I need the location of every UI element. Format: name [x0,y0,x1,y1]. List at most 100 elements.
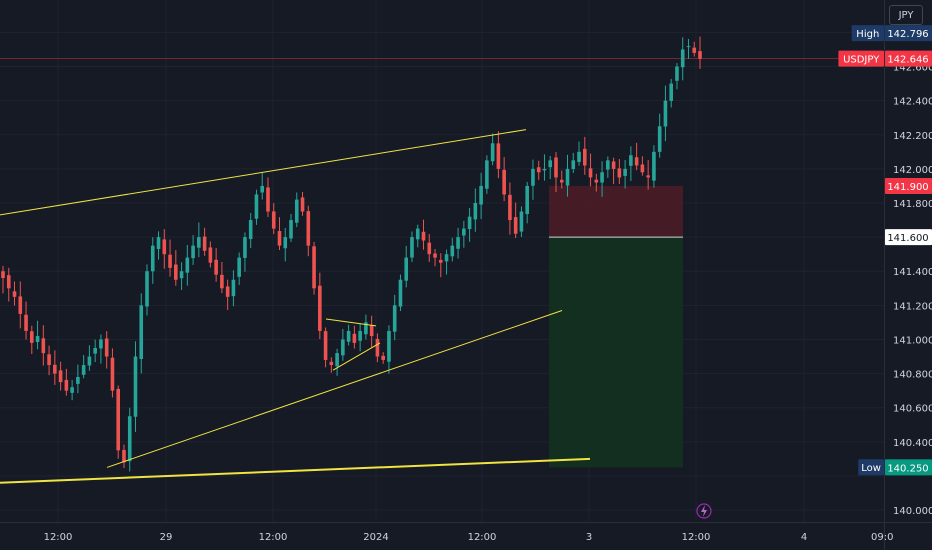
candle-body [156,237,161,250]
candle-body [35,336,40,343]
trendlines[interactable] [0,129,591,484]
candle-body [110,357,115,391]
candle-body [127,416,132,462]
candle-body [133,356,138,417]
price-tag-value: 142.646 [887,55,928,66]
candle-body [571,160,576,169]
position-zones[interactable] [549,185,683,468]
candle-body [577,151,581,162]
candle-body [473,203,478,220]
candle-body [30,331,34,343]
candle-body [335,353,339,367]
candle-body [582,148,587,166]
candle-body [479,185,483,205]
price-tick-label: 141.000 [893,335,932,346]
time-tick-label: 12:00 [682,532,711,543]
candle-body [629,155,633,166]
price-tag-box [885,459,932,476]
price-tick-label: 140.000 [893,506,932,517]
candle-body [525,185,529,214]
currency-button[interactable]: JPY [889,5,923,25]
price-tags: 142.796 High 142.646 USDJPY 141.900 141.600 14… [838,25,932,476]
candle-body [122,449,126,463]
candle-body [266,187,270,212]
candle-body [179,271,184,279]
candle-body [387,330,391,362]
candle-body [513,217,518,234]
candle-body [185,257,190,273]
lightning-bolt-icon [701,505,707,517]
candle-body [225,286,230,297]
time-tick-label: 3 [586,532,592,543]
price-tag-label-box [851,25,884,42]
candle-body [352,333,357,343]
price-tag-label: High [856,29,879,40]
price-axis[interactable]: 142.600 142.400 142.200 142.000 141.800 141.4… [884,0,932,550]
trendline [0,129,527,216]
candle-body [174,264,178,280]
chart-extras[interactable] [696,503,712,519]
trendline [106,309,563,468]
candle-body [329,361,334,366]
candle-body [202,236,207,251]
candle-body [611,161,616,169]
candle-body [421,231,426,241]
candle-body [554,157,558,178]
candle-body [12,291,17,297]
grid-lines [0,0,884,522]
candle-body [369,325,374,337]
candle-body [652,151,656,181]
candle-body [623,168,627,176]
trendline [325,318,377,327]
price-tick-label: 141.400 [893,267,932,278]
time-axis[interactable]: 12:00 29 12:00 2024 12:00 3 12:00 4 09:0 [0,522,932,544]
time-tick-label: 12:00 [259,532,288,543]
candle-body [375,338,380,357]
candle-body [191,245,195,259]
candles [1,36,702,472]
time-tick-label: 12:00 [44,532,73,543]
candle-body [318,285,322,331]
candle-body [467,216,472,230]
candle-body [675,66,679,81]
candle-body [462,228,466,236]
candle-body [271,211,276,229]
price-tag-value: 142.796 [887,29,928,40]
price-tick-label: 141.200 [893,301,932,312]
price-tick-label: 140.800 [893,370,932,381]
candle-body [139,305,144,360]
price-tag-box [885,177,932,194]
candle-body [214,259,218,275]
candle-body [283,237,288,249]
time-tick-label: 2024 [363,532,388,543]
trendline [332,342,381,371]
candle-body [680,49,685,68]
candle-body [364,322,368,335]
candle-body [444,254,449,262]
candle-body [415,228,420,240]
candle-body [519,211,524,232]
candle-body [306,211,311,246]
candle-body [6,275,11,289]
time-tick-label: 4 [801,532,807,543]
candle-body [692,47,697,53]
candle-body [208,247,213,263]
time-tick-label: 29 [160,532,173,543]
candle-body [237,257,241,277]
candle-body [243,237,247,258]
candle-body [427,242,432,255]
candle-body [41,338,46,354]
candle-body [698,51,702,59]
price-tag-value: 141.600 [887,233,928,244]
price-tick-label: 142.600 [893,63,932,74]
candle-body [70,387,74,393]
price-tick-label: 140.600 [893,404,932,415]
price-tag-value: 140.250 [887,463,928,474]
candle-body [145,271,149,307]
candle-body [410,237,414,258]
candle-body [76,377,80,384]
candle-body [116,388,121,451]
price-tag-box [885,50,932,67]
candle-body [1,271,5,279]
